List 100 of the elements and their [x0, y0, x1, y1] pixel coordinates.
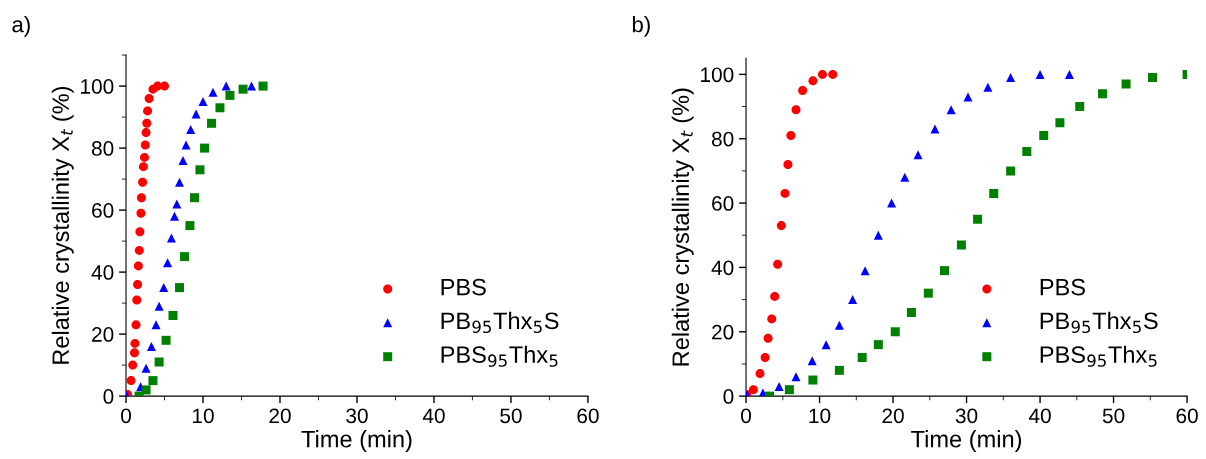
x-tick-label: 10: [809, 408, 831, 424]
point: [160, 81, 170, 91]
point: [133, 261, 143, 271]
point: [180, 252, 190, 262]
point: [131, 320, 141, 330]
y-tick-label: 80: [91, 141, 114, 156]
x-tick-label: 60: [577, 408, 599, 424]
point: [791, 105, 801, 115]
x-tick-label: 20: [882, 408, 904, 424]
y-tick-label: 40: [91, 265, 114, 280]
point: [175, 177, 185, 187]
point: [780, 188, 790, 198]
point: [1006, 73, 1016, 83]
point: [1098, 89, 1108, 99]
point: [821, 340, 831, 350]
x-tick-label: 0: [741, 408, 752, 424]
point: [128, 360, 138, 370]
point: [258, 81, 268, 91]
legend-label: PBS: [441, 278, 486, 296]
point: [170, 211, 180, 221]
point: [848, 295, 858, 305]
point: [208, 87, 218, 97]
point: [857, 353, 867, 363]
point: [1121, 79, 1131, 89]
x-axis-title: Time (min): [911, 430, 1022, 453]
point: [141, 363, 151, 373]
point: [900, 172, 910, 182]
x-tick-label: 50: [1102, 408, 1125, 424]
point: [828, 69, 838, 79]
point: [154, 357, 164, 367]
point: [195, 165, 205, 175]
point: [860, 266, 870, 276]
y-tick-label: 0: [103, 389, 114, 404]
point: [247, 81, 257, 91]
point: [126, 376, 136, 386]
x-axis-title: Time (min): [301, 430, 412, 453]
point: [130, 338, 140, 348]
point: [190, 193, 200, 203]
point: [1022, 147, 1032, 157]
point: [946, 105, 956, 115]
point: [198, 97, 208, 107]
legend-label: PB$_{95}$Thx$_{5}$S: [1040, 311, 1158, 334]
point: [1148, 73, 1158, 83]
point: [138, 162, 148, 172]
point: [770, 291, 780, 301]
text: b): [632, 16, 650, 37]
point: [225, 90, 235, 100]
x-tick-label: 0: [121, 408, 132, 424]
point: [1075, 102, 1085, 112]
point: [748, 385, 758, 395]
point: [983, 82, 993, 92]
x-tick-label: 30: [346, 408, 368, 424]
point: [873, 340, 883, 350]
point: [1039, 131, 1049, 141]
point: [783, 159, 793, 169]
point: [940, 266, 949, 276]
point: [135, 227, 145, 237]
y-tick-label: 20: [712, 324, 734, 340]
point: [1035, 69, 1045, 79]
point: [141, 128, 151, 138]
point: [136, 208, 146, 218]
legend-label: PBS$_{95}$Thx$_{5}$: [441, 345, 558, 367]
y-axis-title: Relative crystallinity X$_{t}$ (%): [51, 86, 74, 364]
y-axis-title: Relative crystallinity X$_{t}$ (%): [671, 88, 694, 366]
legend-label: PB$_{95}$Thx$_{5}$S: [441, 311, 559, 334]
legend-label: PBS$_{95}$Thx$_{5}$: [1040, 345, 1157, 367]
y-tick-label: 100: [701, 67, 734, 83]
y-tick-label: 60: [92, 203, 114, 218]
x-tick-label: 20: [269, 408, 291, 424]
point: [133, 280, 143, 290]
point: [148, 376, 158, 386]
y-tick-label: 60: [712, 196, 734, 211]
point: [784, 385, 794, 395]
point: [175, 283, 185, 293]
y-tick-label: 100: [81, 79, 114, 94]
point: [238, 84, 248, 94]
point: [1055, 118, 1065, 128]
point: [834, 320, 844, 330]
y-tick-label: 0: [723, 389, 734, 404]
point: [963, 92, 973, 102]
y-tick-label: 40: [711, 260, 734, 276]
legend-label: PBS: [1040, 278, 1085, 296]
point: [808, 76, 818, 86]
point: [755, 369, 765, 379]
point: [143, 106, 153, 116]
point: [873, 230, 883, 240]
x-tick-label: 50: [500, 408, 522, 424]
point: [763, 333, 773, 343]
point: [138, 177, 148, 187]
point: [146, 342, 156, 352]
point: [1064, 69, 1074, 79]
point: [760, 353, 770, 363]
point: [221, 81, 231, 91]
point: [132, 295, 142, 305]
point: [129, 348, 139, 358]
point: [774, 381, 784, 391]
point: [140, 152, 149, 162]
point: [776, 221, 786, 231]
point: [767, 314, 777, 324]
point: [956, 240, 966, 250]
